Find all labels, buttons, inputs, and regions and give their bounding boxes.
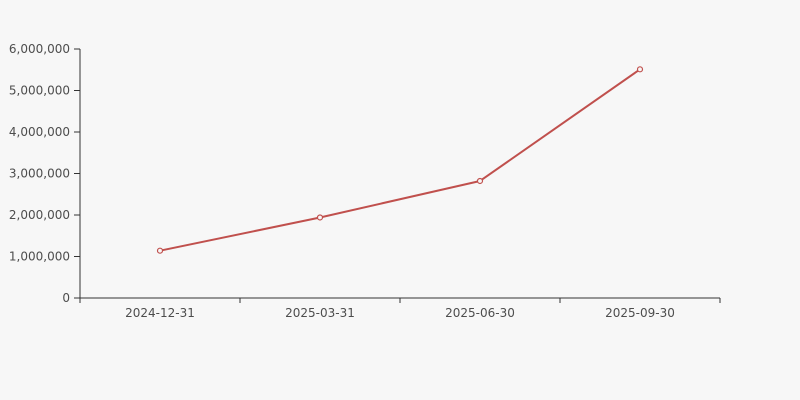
x-axis-tick-label: 2025-03-31 — [285, 306, 355, 320]
data-point-marker[interactable] — [316, 214, 324, 221]
data-point-marker[interactable] — [476, 177, 484, 185]
x-axis-tick-label: 2025-06-30 — [445, 306, 515, 320]
series-line — [159, 68, 641, 252]
x-axis-tick-label: 2025-09-30 — [605, 306, 675, 320]
x-axis-tick-label: 2024-12-31 — [125, 306, 195, 320]
y-axis-tick-label: 2,000,000 — [9, 208, 70, 222]
y-axis-tick-label: 5,000,000 — [9, 84, 70, 98]
y-axis-tick-label: 6,000,000 — [9, 42, 70, 56]
y-axis-tick-label: 0 — [62, 291, 70, 305]
y-axis-tick-label: 4,000,000 — [9, 125, 70, 139]
y-axis-tick-label: 3,000,000 — [9, 167, 70, 181]
data-point-marker[interactable] — [156, 247, 164, 254]
data-point-marker[interactable] — [636, 66, 644, 73]
y-axis-tick-label: 1,000,000 — [9, 250, 70, 264]
